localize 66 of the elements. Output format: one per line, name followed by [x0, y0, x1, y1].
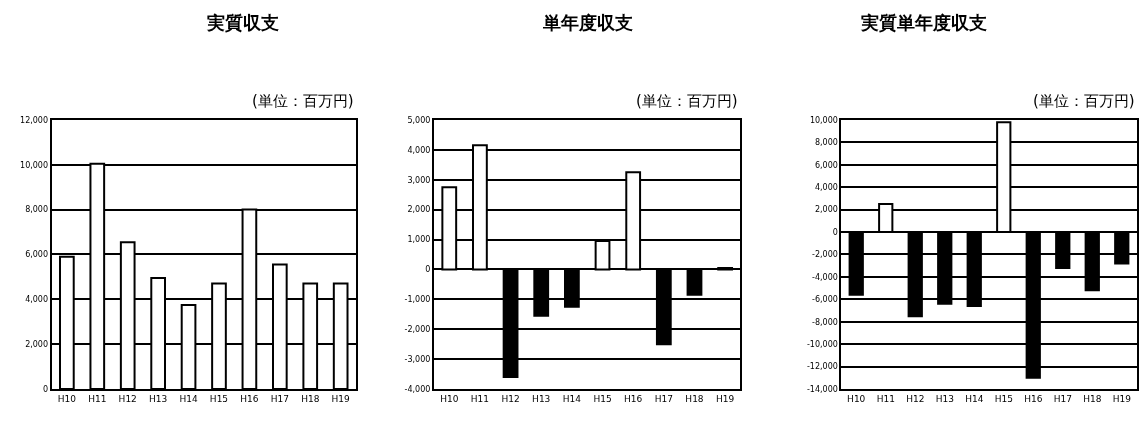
y-tick-label: -3,000: [404, 354, 431, 364]
x-tick-label: H19: [331, 393, 351, 404]
y-tick-label: 2,000: [25, 339, 49, 349]
text: (単位：百万円): [1033, 92, 1135, 110]
y-tick-label: 5,000: [407, 115, 431, 125]
y-tick-label: 4,000: [407, 145, 431, 155]
x-tick-label: H17: [1053, 393, 1072, 404]
x-tick-label: H11: [88, 393, 107, 404]
y-tick-label: 0: [425, 265, 431, 275]
y-tick-label: 3,000: [407, 175, 431, 185]
y-tick-label: -12,000: [806, 362, 838, 372]
x-tick-label: H11: [470, 393, 490, 404]
x-tick-label: H14: [562, 393, 582, 404]
y-tick-label: -14,000: [806, 384, 838, 394]
x-tick-label: H10: [57, 393, 77, 404]
x-tick-label: H15: [209, 393, 229, 404]
x-tick-label: H13: [532, 393, 551, 404]
y-tick-label: -1,000: [404, 295, 431, 305]
text: (単位：百万円): [636, 92, 738, 110]
x-tick-label: H16: [240, 393, 259, 404]
x-tick-label: H12: [501, 393, 520, 404]
y-tick-label: 10,000: [809, 115, 838, 125]
x-tick-label: H18: [685, 393, 704, 404]
y-tick-label: 6,000: [814, 160, 838, 170]
x-tick-label: H18: [301, 393, 320, 404]
y-tick-label: -10,000: [806, 339, 838, 349]
text: (単位：百万円): [252, 92, 354, 110]
y-tick-label: 2,000: [814, 205, 838, 215]
y-tick-label: 12,000: [20, 115, 49, 125]
x-tick-label: H10: [440, 393, 459, 404]
y-tick-label: 8,000: [25, 205, 49, 215]
x-tick-label: H17: [270, 393, 289, 404]
y-tick-label: -4,000: [404, 384, 431, 394]
x-tick-label: H19: [716, 393, 735, 404]
y-tick-label: 0: [832, 227, 838, 237]
y-tick-label: 1,000: [407, 235, 431, 245]
x-tick-label: H13: [149, 393, 168, 404]
y-tick-label: 4,000: [25, 295, 49, 305]
y-tick-label: 4,000: [814, 182, 838, 192]
chart-title: 実質収支: [206, 12, 279, 33]
y-tick-label: 0: [42, 384, 49, 394]
x-tick-label: H14: [965, 393, 984, 404]
y-tick-label: 10,000: [20, 160, 49, 170]
x-tick-label: H12: [118, 393, 137, 404]
x-tick-label: H13: [935, 393, 954, 404]
chart-title: 単年度収支: [542, 12, 633, 33]
x-tick-label: H15: [593, 393, 612, 404]
x-tick-label: H15: [994, 393, 1013, 404]
x-tick-label: H19: [1112, 393, 1132, 404]
y-tick-label: 6,000: [25, 250, 49, 260]
x-tick-label: H11: [876, 393, 895, 404]
x-tick-label: H17: [654, 393, 673, 404]
y-tick-label: 8,000: [814, 138, 838, 148]
y-tick-label: 2,000: [407, 205, 431, 215]
chart-title: 実質単年度収支: [860, 12, 987, 33]
x-tick-label: H10: [847, 393, 866, 404]
x-tick-label: H18: [1083, 393, 1102, 404]
y-tick-label: -8,000: [812, 317, 838, 327]
x-tick-label: H16: [624, 393, 643, 404]
y-tick-label: -2,000: [404, 325, 431, 335]
y-tick-label: -2,000: [812, 250, 838, 260]
x-tick-label: H12: [906, 393, 925, 404]
y-tick-label: -4,000: [812, 272, 838, 282]
x-tick-label: H16: [1024, 393, 1043, 404]
y-tick-label: -6,000: [812, 295, 838, 305]
x-tick-label: H14: [179, 393, 198, 404]
